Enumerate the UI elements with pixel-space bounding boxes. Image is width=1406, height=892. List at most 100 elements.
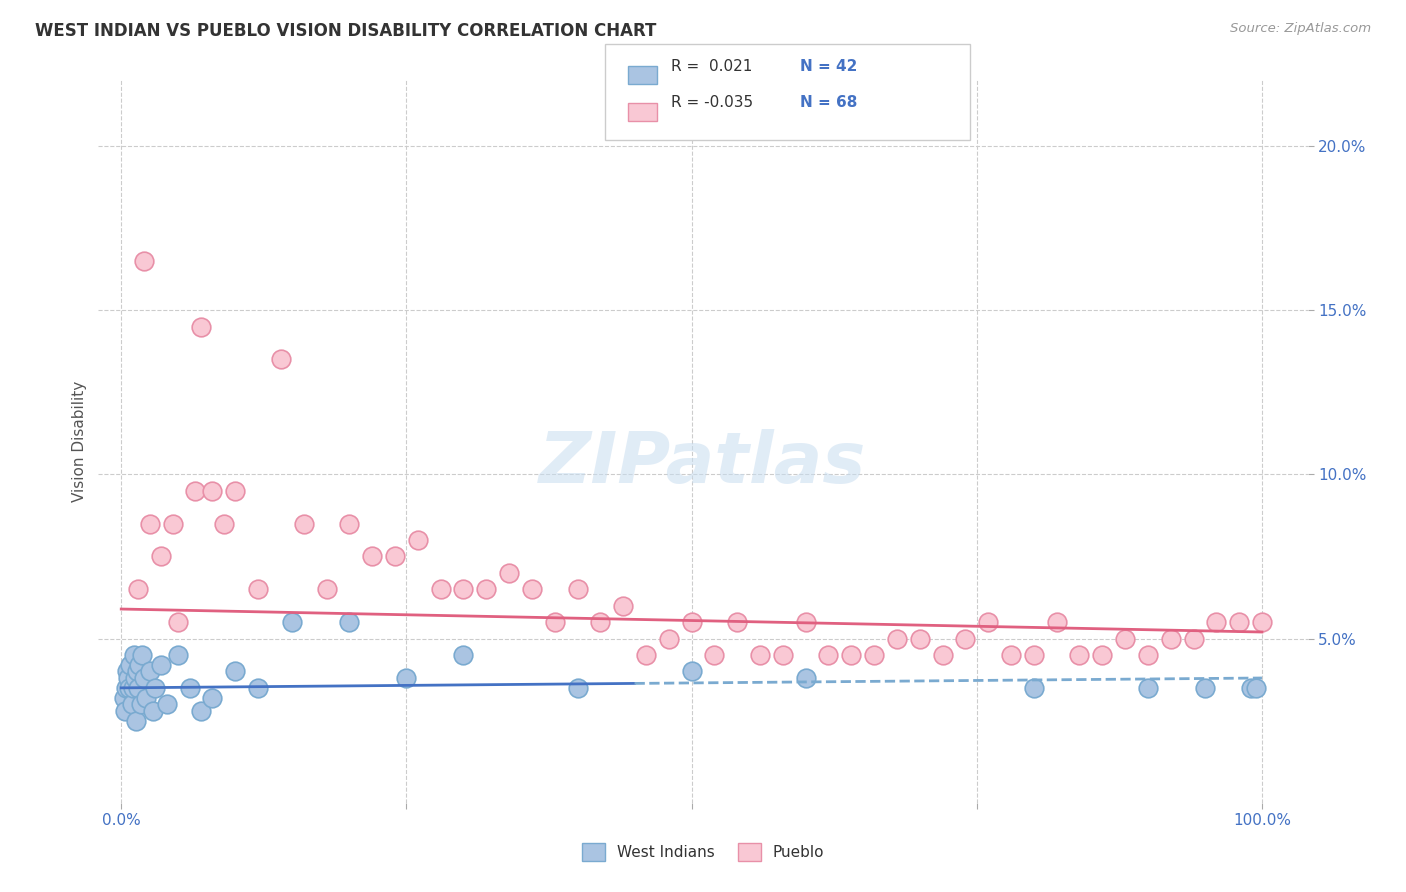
Point (634, 648, 657, 662)
Point (1022, 681, 1045, 695)
Point (498, 566, 520, 580)
Point (544, 615, 567, 630)
Point (395, 671, 418, 685)
Point (139, 516, 162, 531)
Point (567, 681, 589, 695)
Point (145, 681, 167, 695)
Point (1069, 648, 1091, 662)
Point (156, 698, 179, 712)
Point (292, 516, 315, 531)
Point (184, 483, 207, 498)
Y-axis label: Vision Disability: Vision Disability (72, 381, 87, 502)
Point (125, 714, 148, 728)
Text: N = 68: N = 68 (800, 95, 858, 111)
Point (794, 671, 817, 685)
Point (122, 648, 145, 662)
Point (1091, 648, 1114, 662)
Point (281, 615, 304, 630)
Point (117, 671, 139, 685)
Point (131, 648, 153, 662)
Point (135, 690, 157, 705)
Point (1136, 681, 1159, 695)
Point (132, 671, 155, 685)
Point (139, 665, 162, 679)
Point (749, 648, 772, 662)
Point (361, 549, 384, 564)
Point (247, 681, 270, 695)
Point (406, 533, 429, 547)
Point (1160, 632, 1182, 646)
Point (681, 665, 703, 679)
Point (127, 681, 149, 695)
Point (1251, 615, 1274, 630)
Point (955, 632, 977, 646)
Point (129, 698, 152, 712)
Point (162, 516, 184, 531)
Point (1227, 615, 1250, 630)
Point (224, 665, 246, 679)
Text: Source: ZipAtlas.com: Source: ZipAtlas.com (1230, 22, 1371, 36)
Text: WEST INDIAN VS PUEBLO VISION DISABILITY CORRELATION CHART: WEST INDIAN VS PUEBLO VISION DISABILITY … (35, 22, 657, 40)
Point (190, 704, 212, 718)
Point (150, 657, 173, 672)
Point (589, 615, 612, 630)
Point (212, 516, 235, 531)
Point (201, 690, 224, 705)
Point (1205, 615, 1227, 630)
Point (127, 665, 149, 679)
Point (886, 632, 908, 646)
Point (977, 615, 1000, 630)
Point (121, 698, 143, 712)
Point (429, 582, 451, 597)
Point (1194, 681, 1216, 695)
Point (118, 681, 141, 695)
Point (270, 352, 292, 367)
Point (1046, 615, 1069, 630)
Text: ZIPatlas: ZIPatlas (540, 429, 866, 499)
Point (612, 599, 634, 613)
Point (839, 648, 862, 662)
Point (142, 704, 165, 718)
Point (453, 582, 475, 597)
Point (567, 582, 589, 597)
Point (124, 671, 146, 685)
Point (337, 516, 360, 531)
Point (772, 648, 794, 662)
Point (863, 648, 886, 662)
Text: R =  0.021: R = 0.021 (671, 59, 752, 74)
Point (475, 582, 498, 597)
Point (384, 549, 406, 564)
Point (120, 657, 142, 672)
Point (150, 549, 173, 564)
Point (224, 483, 246, 498)
Point (1022, 648, 1045, 662)
Text: R = -0.035: R = -0.035 (671, 95, 752, 111)
Point (115, 665, 138, 679)
Point (681, 615, 703, 630)
Point (132, 254, 155, 268)
Point (127, 582, 149, 597)
Point (1114, 632, 1136, 646)
Point (520, 582, 543, 597)
Point (794, 615, 817, 630)
Point (128, 657, 150, 672)
Point (817, 648, 839, 662)
Point (201, 483, 224, 498)
Point (112, 690, 135, 705)
Point (1182, 632, 1205, 646)
Point (1136, 648, 1159, 662)
Point (703, 648, 725, 662)
Point (167, 615, 190, 630)
Point (1000, 648, 1022, 662)
Point (337, 615, 360, 630)
Point (315, 582, 337, 597)
Point (114, 704, 136, 718)
Point (190, 319, 212, 334)
Point (725, 615, 748, 630)
Point (167, 648, 190, 662)
Point (1244, 681, 1267, 695)
Point (908, 632, 931, 646)
Point (179, 681, 201, 695)
Point (114, 681, 136, 695)
Point (1239, 681, 1261, 695)
